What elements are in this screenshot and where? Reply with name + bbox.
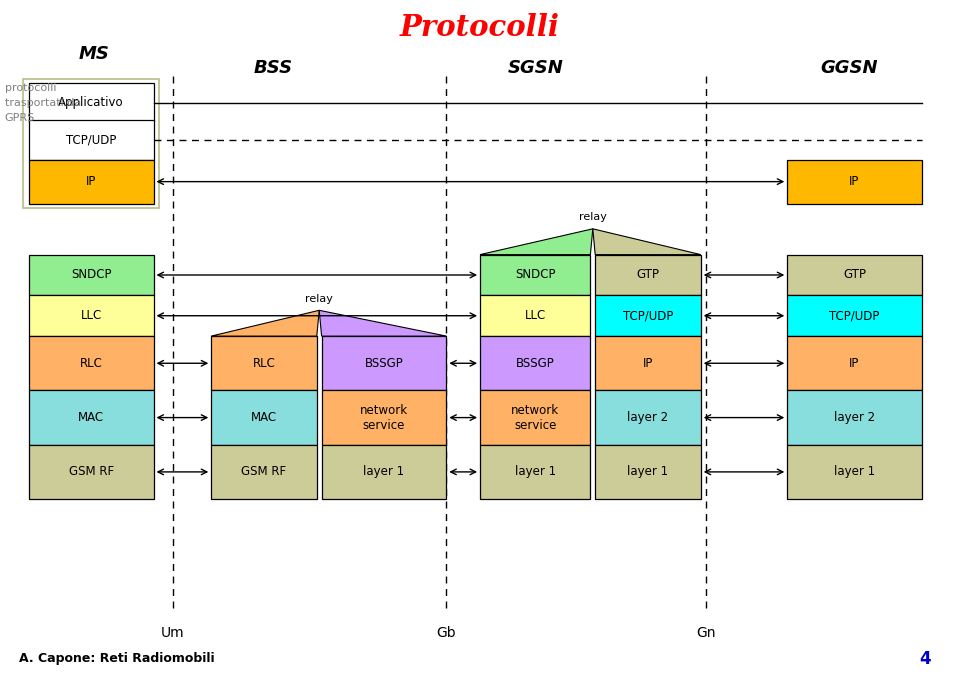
Polygon shape [480,229,592,255]
Text: 4: 4 [920,650,931,667]
Text: BSSGP: BSSGP [516,356,555,370]
Text: IP: IP [643,356,653,370]
Text: Applicativo: Applicativo [59,96,124,109]
Bar [29,445,154,499]
Text: layer 2: layer 2 [628,411,668,424]
Bar [787,336,922,390]
Text: layer 2: layer 2 [834,411,875,424]
Bar [211,336,317,390]
Text: IP: IP [850,356,859,370]
Text: BSS: BSS [254,59,293,77]
Bar [29,83,154,122]
Text: RLC: RLC [252,356,276,370]
Polygon shape [211,310,319,336]
Text: SNDCP: SNDCP [71,268,111,282]
Text: layer 1: layer 1 [515,465,556,479]
Text: MAC: MAC [251,411,277,424]
Bar [29,390,154,445]
Text: A. Capone: Reti Radiomobili: A. Capone: Reti Radiomobili [19,652,215,665]
Text: Gb: Gb [437,626,456,640]
Text: GGSN: GGSN [821,59,878,77]
Bar [480,336,590,390]
Text: TCP/UDP: TCP/UDP [66,133,116,147]
Bar [322,390,446,445]
Polygon shape [592,229,701,255]
Bar [480,295,590,336]
Text: Gn: Gn [696,626,715,640]
Bar [595,295,701,336]
Text: protocolli: protocolli [5,84,57,93]
Text: network
service: network service [360,403,408,432]
Bar [211,445,317,499]
Bar [787,295,922,336]
Bar [29,120,154,160]
Bar [595,445,701,499]
Text: GSM RF: GSM RF [68,465,114,479]
Bar [29,295,154,336]
Bar [480,445,590,499]
Bar [787,390,922,445]
Text: relay: relay [305,293,333,304]
Text: layer 1: layer 1 [628,465,668,479]
Text: LLC: LLC [524,309,546,323]
Text: RLC: RLC [80,356,103,370]
Text: BSSGP: BSSGP [365,356,403,370]
Bar [29,255,154,295]
Text: MAC: MAC [78,411,105,424]
Bar [787,445,922,499]
Text: network
service: network service [511,403,560,432]
Text: GTP: GTP [843,268,866,282]
Text: TCP/UDP: TCP/UDP [829,309,879,323]
Text: LLC: LLC [81,309,102,323]
Text: GPRS: GPRS [5,113,36,123]
Text: GTP: GTP [636,268,660,282]
Bar [787,160,922,204]
Bar [322,336,446,390]
Bar [29,160,154,204]
Bar [787,255,922,295]
Text: Um: Um [161,626,184,640]
Bar [211,390,317,445]
Bar [480,390,590,445]
Text: SNDCP: SNDCP [515,268,556,282]
Text: trasportati da: trasportati da [5,98,81,108]
Bar [595,255,701,295]
Text: Protocolli: Protocolli [400,13,560,41]
Bar [595,390,701,445]
Text: MS: MS [79,45,109,63]
Bar [595,336,701,390]
Text: TCP/UDP: TCP/UDP [623,309,673,323]
Bar [322,445,446,499]
Text: IP: IP [86,175,96,188]
Text: SGSN: SGSN [508,59,564,77]
Text: GSM RF: GSM RF [241,465,287,479]
Bar [29,336,154,390]
Text: layer 1: layer 1 [834,465,875,479]
Bar [23,79,159,208]
Text: relay: relay [579,212,607,222]
Text: IP: IP [850,175,859,188]
Polygon shape [319,310,446,336]
Text: layer 1: layer 1 [364,465,404,479]
Bar [480,255,590,295]
